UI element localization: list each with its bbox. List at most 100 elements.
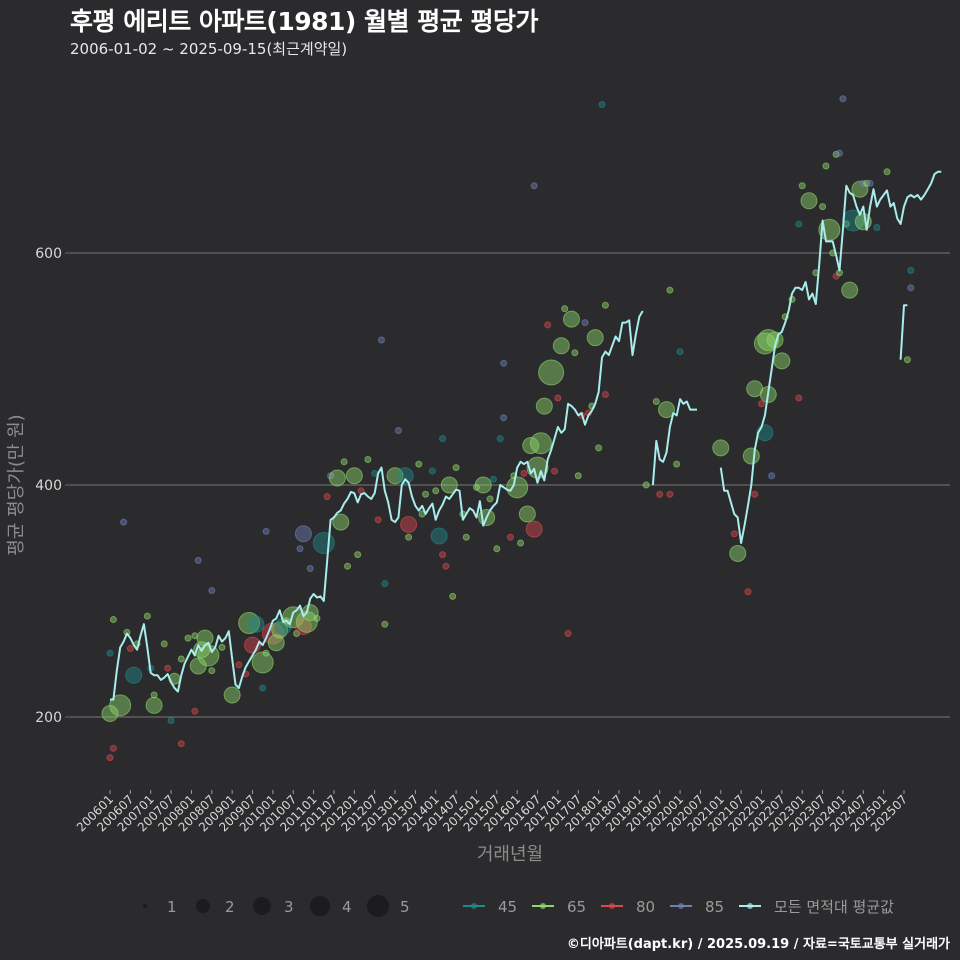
data-point-s80 [564, 629, 572, 637]
size-legend-symbol [143, 904, 147, 908]
scatter-points [101, 95, 915, 762]
data-point-s80 [106, 754, 114, 762]
data-point-s80 [520, 469, 528, 477]
size-legend-label: 2 [225, 898, 235, 916]
data-point-s65 [452, 464, 460, 472]
y-tick-label: 200 [35, 710, 62, 726]
data-point-s65 [381, 620, 389, 628]
data-point-s65 [562, 310, 580, 328]
data-point-s45 [396, 467, 414, 485]
data-point-s85 [866, 179, 874, 187]
data-point-s65 [486, 495, 494, 503]
data-point-s80 [442, 562, 450, 570]
data-point-s80 [795, 394, 803, 402]
color-legend: 45 65 80 85 모든 면적대 평균값 [463, 898, 894, 916]
data-point-s80 [109, 744, 117, 752]
data-point-s85 [907, 284, 915, 292]
data-point-s80 [666, 490, 674, 498]
data-point-s65 [251, 651, 274, 674]
data-point-s45 [795, 220, 803, 228]
size-legend-symbol [367, 895, 389, 917]
data-point-s85 [377, 336, 385, 344]
data-point-s65 [595, 444, 603, 452]
data-point-s65 [493, 545, 501, 553]
data-point-s65 [773, 352, 791, 370]
average-line-segment [719, 170, 942, 544]
data-point-s65 [345, 467, 363, 485]
legend-marker-s65 [540, 903, 546, 909]
data-point-s65 [883, 168, 891, 176]
data-point-s45 [907, 266, 915, 274]
data-point-s65 [238, 612, 261, 635]
data-point-s65 [535, 397, 553, 415]
data-point-s65 [208, 667, 216, 675]
source-credit: ©디아파트(dapt.kr) / 2025.09.19 / 자료=국토교통부 실… [566, 937, 950, 952]
data-point-s65 [262, 649, 270, 657]
data-point-s80 [757, 400, 765, 408]
data-point-s65 [177, 655, 185, 663]
size-legend-label: 1 [167, 898, 177, 916]
size-legend-symbol [310, 896, 330, 916]
data-point-s45 [598, 101, 606, 109]
data-point-s85 [500, 359, 508, 367]
data-point-s65 [145, 696, 163, 714]
data-point-s65 [160, 640, 168, 648]
data-point-s65 [462, 533, 470, 541]
legend-label-s80: 80 [636, 898, 655, 916]
data-point-s80 [439, 551, 447, 559]
data-point-s45 [873, 223, 881, 231]
data-point-s65 [798, 182, 806, 190]
size-legend-symbol [196, 899, 210, 913]
data-point-s65 [666, 286, 674, 294]
data-point-s85 [836, 149, 844, 157]
data-point-s85 [194, 556, 202, 564]
data-point-s85 [306, 565, 314, 573]
data-point-s65 [518, 505, 536, 523]
size-legend-symbol [253, 897, 271, 915]
data-point-s65 [143, 612, 151, 620]
data-point-s45 [125, 666, 143, 684]
data-point-s65 [184, 634, 192, 642]
data-point-s45 [439, 435, 447, 443]
data-point-s85 [394, 426, 402, 434]
data-point-s85 [581, 319, 589, 327]
data-point-s85 [296, 545, 304, 553]
data-point-s65 [712, 439, 730, 457]
data-point-s65 [642, 481, 650, 489]
data-point-s65 [109, 694, 132, 717]
data-point-s80 [554, 394, 562, 402]
data-point-s45 [247, 615, 265, 633]
data-point-s65 [586, 329, 604, 347]
data-point-s65 [405, 533, 413, 541]
data-point-s65 [903, 356, 911, 364]
data-point-s80 [601, 391, 609, 399]
data-point-s80 [191, 707, 199, 715]
data-point-s65 [552, 337, 570, 355]
legend-marker-avg_line [747, 903, 753, 909]
data-point-s65 [328, 469, 346, 487]
data-point-s80 [294, 618, 312, 636]
legend-label-avg_line: 모든 면적대 평균값 [774, 898, 894, 916]
average-line-segment [651, 398, 697, 486]
data-point-s65 [223, 686, 241, 704]
data-point-s65 [449, 592, 457, 600]
data-point-s65 [841, 281, 859, 299]
data-point-s80 [656, 490, 664, 498]
data-point-s65 [517, 539, 525, 547]
average-line-segment [899, 304, 908, 360]
data-point-s65 [415, 460, 423, 468]
data-point-s65 [432, 487, 440, 495]
data-point-s45 [676, 348, 684, 356]
data-point-s65 [652, 397, 660, 405]
data-point-s80 [751, 490, 759, 498]
data-point-s65 [529, 432, 552, 455]
data-point-s85 [294, 525, 312, 543]
data-point-s80 [164, 664, 172, 672]
legend-marker-s45 [471, 903, 477, 909]
data-point-s45 [312, 532, 335, 554]
data-point-s45 [496, 435, 504, 443]
legend-label-s45: 45 [498, 898, 517, 916]
data-point-s65 [364, 455, 372, 463]
size-legend-label: 5 [400, 898, 410, 916]
